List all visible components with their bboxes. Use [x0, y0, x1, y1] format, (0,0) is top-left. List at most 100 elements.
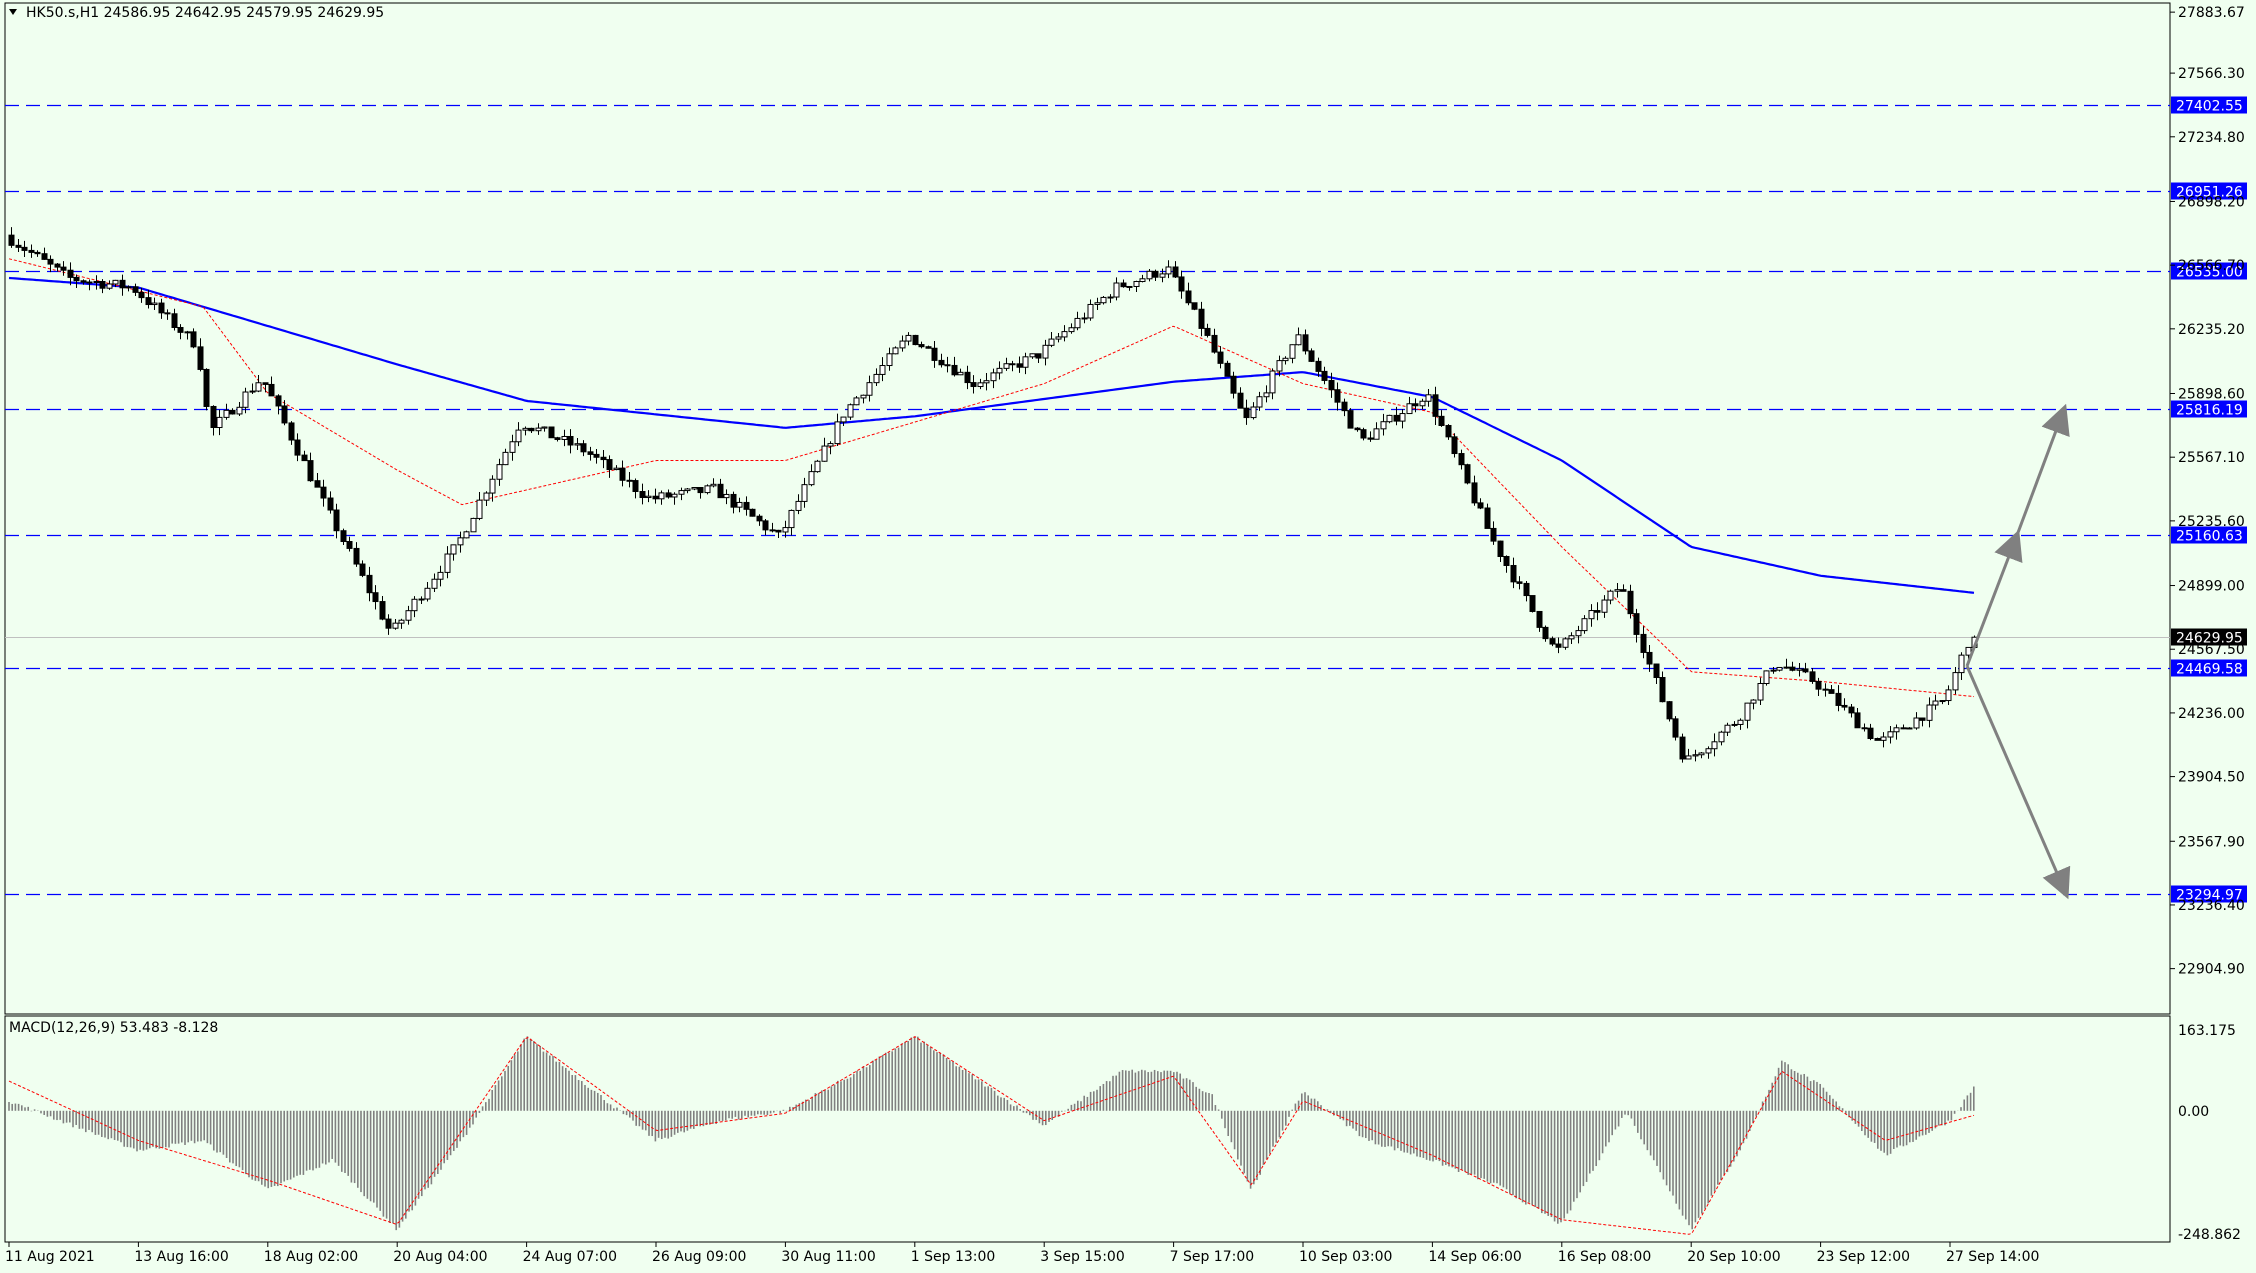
candle-down[interactable]: [1874, 737, 1881, 741]
candle-down[interactable]: [1529, 595, 1536, 612]
candle-up[interactable]: [1887, 731, 1894, 738]
candle-up[interactable]: [866, 382, 873, 396]
candle-up[interactable]: [1588, 610, 1595, 620]
candle-down[interactable]: [1815, 680, 1822, 690]
candle-up[interactable]: [1081, 317, 1088, 320]
candle-down[interactable]: [548, 426, 555, 439]
candle-up[interactable]: [1945, 689, 1952, 702]
candle-down[interactable]: [1653, 663, 1660, 679]
candle-up[interactable]: [1926, 704, 1933, 721]
candle-up[interactable]: [977, 382, 984, 388]
candle-up[interactable]: [1562, 638, 1569, 648]
candle-down[interactable]: [1224, 362, 1231, 377]
up-projection-arrow-2[interactable]: [2015, 403, 2070, 536]
candle-up[interactable]: [613, 467, 620, 471]
candle-up[interactable]: [1380, 421, 1387, 430]
candle-up[interactable]: [1399, 413, 1406, 422]
candle-up[interactable]: [1133, 281, 1140, 287]
candle-down[interactable]: [372, 592, 379, 603]
candle-up[interactable]: [437, 571, 444, 580]
candle-up[interactable]: [1269, 370, 1276, 394]
candle-up[interactable]: [476, 499, 483, 519]
candle-down[interactable]: [327, 497, 334, 511]
candle-down[interactable]: [580, 443, 587, 453]
candle-down[interactable]: [1523, 582, 1530, 597]
candle-up[interactable]: [125, 286, 132, 289]
candle-up[interactable]: [1692, 754, 1699, 757]
candle-up[interactable]: [574, 443, 581, 446]
candle-up[interactable]: [1068, 327, 1075, 333]
candle-down[interactable]: [80, 280, 87, 283]
candle-up[interactable]: [1256, 396, 1263, 408]
candle-up[interactable]: [1575, 630, 1582, 637]
candle-down[interactable]: [340, 530, 347, 543]
candle-down[interactable]: [346, 541, 353, 549]
candle-down[interactable]: [1646, 651, 1653, 665]
candlesticks[interactable]: [8, 227, 1978, 763]
candle-down[interactable]: [567, 435, 574, 446]
candle-up[interactable]: [1958, 654, 1965, 674]
candle-up[interactable]: [1763, 670, 1770, 685]
candle-up[interactable]: [684, 488, 691, 492]
candle-up[interactable]: [541, 426, 548, 429]
candle-up[interactable]: [678, 490, 685, 495]
candle-down[interactable]: [138, 291, 145, 299]
candle-down[interactable]: [697, 487, 704, 494]
candle-down[interactable]: [652, 495, 659, 500]
candle-down[interactable]: [54, 263, 61, 268]
candle-up[interactable]: [535, 427, 542, 432]
candle-up[interactable]: [1003, 363, 1010, 369]
candle-down[interactable]: [1230, 375, 1237, 394]
candle-up[interactable]: [990, 372, 997, 382]
candle-down[interactable]: [268, 383, 275, 397]
candle-up[interactable]: [1094, 302, 1101, 305]
candle-up[interactable]: [1952, 672, 1959, 691]
candle-up[interactable]: [1100, 296, 1107, 304]
candle-down[interactable]: [1191, 302, 1198, 310]
candle-down[interactable]: [1152, 270, 1159, 278]
candle-down[interactable]: [288, 422, 295, 441]
candle-down[interactable]: [1861, 727, 1868, 730]
candle-up[interactable]: [93, 281, 100, 284]
candle-down[interactable]: [931, 347, 938, 361]
candle-up[interactable]: [1282, 357, 1289, 362]
candle-up[interactable]: [1165, 266, 1172, 275]
candle-down[interactable]: [1900, 727, 1907, 730]
candle-down[interactable]: [1549, 638, 1556, 645]
candle-down[interactable]: [1445, 424, 1452, 438]
candle-down[interactable]: [47, 258, 54, 265]
candle-up[interactable]: [1061, 331, 1068, 338]
candle-up[interactable]: [1776, 666, 1783, 671]
candle-up[interactable]: [853, 397, 860, 406]
candle-down[interactable]: [1432, 394, 1439, 417]
up-projection-arrow-1[interactable]: [1965, 529, 2023, 667]
candle-down[interactable]: [1835, 692, 1842, 706]
candle-down[interactable]: [229, 409, 236, 415]
candle-down[interactable]: [1237, 392, 1244, 409]
candle-up[interactable]: [216, 416, 223, 429]
candle-down[interactable]: [1809, 671, 1816, 682]
candle-down[interactable]: [301, 454, 308, 462]
candle-down[interactable]: [119, 279, 126, 289]
price-axis[interactable]: 27883.67 27566.30 27234.80 26898.20 26566.70…: [2170, 5, 2247, 978]
candle-down[interactable]: [970, 382, 977, 388]
candle-down[interactable]: [28, 249, 35, 253]
candle-down[interactable]: [1198, 308, 1205, 329]
candle-up[interactable]: [1055, 336, 1062, 340]
candle-down[interactable]: [1919, 717, 1926, 721]
candle-down[interactable]: [528, 427, 535, 432]
candle-down[interactable]: [730, 493, 737, 508]
candle-down[interactable]: [1620, 589, 1627, 592]
candle-up[interactable]: [1614, 589, 1621, 592]
candle-up[interactable]: [411, 598, 418, 612]
candle-down[interactable]: [1412, 403, 1419, 407]
candle-down[interactable]: [1516, 581, 1523, 584]
candle-down[interactable]: [1633, 613, 1640, 635]
candle-up[interactable]: [873, 373, 880, 384]
candle-down[interactable]: [1315, 360, 1322, 372]
candle-up[interactable]: [1263, 392, 1270, 398]
candle-down[interactable]: [307, 460, 314, 482]
candle-up[interactable]: [801, 484, 808, 502]
candle-down[interactable]: [1035, 353, 1042, 359]
candle-down[interactable]: [1672, 718, 1679, 738]
